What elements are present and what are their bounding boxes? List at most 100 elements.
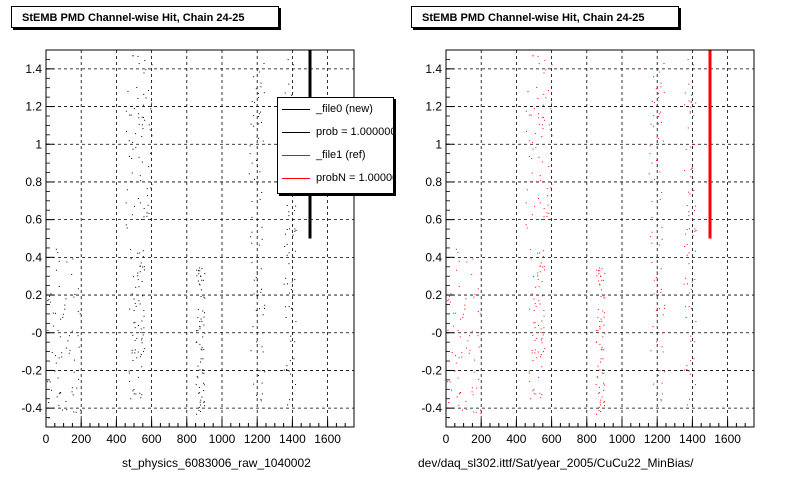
data-point <box>257 97 259 99</box>
data-point <box>65 298 67 300</box>
data-point <box>137 55 139 57</box>
data-point <box>684 306 686 308</box>
data-point <box>197 308 199 310</box>
data-point <box>604 312 606 314</box>
data-point <box>654 178 656 180</box>
data-point <box>200 404 202 406</box>
data-point <box>143 72 145 74</box>
data-point <box>541 337 543 339</box>
data-point <box>693 189 695 191</box>
data-point <box>132 334 134 336</box>
data-point <box>458 286 460 288</box>
data-point <box>529 114 531 116</box>
data-point <box>533 298 535 300</box>
data-point <box>133 389 135 391</box>
data-point <box>604 297 606 299</box>
data-point <box>656 271 658 273</box>
data-point <box>530 398 532 400</box>
data-point <box>288 305 290 307</box>
data-point <box>252 125 254 127</box>
data-point <box>141 337 143 339</box>
data-point <box>603 296 605 298</box>
data-point <box>541 320 543 322</box>
data-point <box>251 262 253 264</box>
data-point <box>601 396 603 398</box>
y-tick-label: 0.8 <box>425 175 442 189</box>
data-point <box>690 106 692 108</box>
data-point <box>462 409 464 411</box>
data-point <box>74 359 76 361</box>
x-tick-label: 1400 <box>279 432 306 446</box>
data-point <box>662 140 664 142</box>
data-point <box>250 123 252 125</box>
data-point <box>144 348 146 350</box>
data-point <box>151 64 153 66</box>
data-point <box>286 369 288 371</box>
data-point <box>595 384 597 386</box>
data-point <box>533 322 535 324</box>
data-point <box>77 288 79 290</box>
data-point <box>546 215 548 217</box>
data-point <box>465 400 467 402</box>
data-point <box>537 279 539 281</box>
data-point <box>480 413 482 415</box>
data-point <box>695 102 697 104</box>
data-point <box>651 262 653 264</box>
data-point <box>259 198 261 200</box>
data-point <box>598 386 600 388</box>
data-point <box>255 276 257 278</box>
data-point <box>201 268 203 270</box>
data-point <box>142 351 144 353</box>
data-point <box>531 214 533 216</box>
data-point <box>688 305 690 307</box>
data-point <box>134 321 136 323</box>
x-tick-label: 1200 <box>244 432 271 446</box>
data-point <box>688 100 690 102</box>
data-point <box>141 124 143 126</box>
data-point <box>78 378 80 380</box>
data-point <box>198 406 200 408</box>
data-point <box>150 218 152 220</box>
data-point <box>255 88 257 90</box>
data-point <box>142 256 144 258</box>
data-point <box>136 337 138 339</box>
data-point <box>200 275 202 277</box>
data-point <box>60 318 62 320</box>
data-point <box>695 321 697 323</box>
data-point <box>525 202 527 204</box>
data-point <box>201 349 203 351</box>
data-point <box>255 310 257 312</box>
data-point <box>71 387 73 389</box>
data-point <box>658 244 660 246</box>
data-point <box>195 341 197 343</box>
data-point <box>532 55 534 57</box>
data-point <box>131 349 133 351</box>
data-point <box>133 310 135 312</box>
data-point <box>253 115 255 117</box>
data-point <box>258 115 260 117</box>
data-point <box>528 140 530 142</box>
data-point <box>539 265 541 267</box>
data-point <box>650 350 652 352</box>
x-tick-label: 200 <box>71 432 91 446</box>
data-point <box>57 252 59 254</box>
data-point <box>199 328 201 330</box>
data-point <box>259 308 261 310</box>
data-point <box>258 374 260 376</box>
data-point <box>288 252 290 254</box>
data-point <box>138 156 140 158</box>
data-point <box>543 93 545 95</box>
data-point <box>529 308 531 310</box>
data-point <box>663 62 665 64</box>
data-point <box>288 370 290 372</box>
data-point <box>602 369 604 371</box>
data-point <box>59 393 61 395</box>
data-point <box>288 263 290 265</box>
data-point <box>141 161 143 163</box>
data-point <box>131 352 133 354</box>
data-point <box>455 269 457 271</box>
data-point <box>203 384 205 386</box>
data-point <box>127 91 129 93</box>
data-point <box>199 326 201 328</box>
data-point <box>600 358 602 360</box>
